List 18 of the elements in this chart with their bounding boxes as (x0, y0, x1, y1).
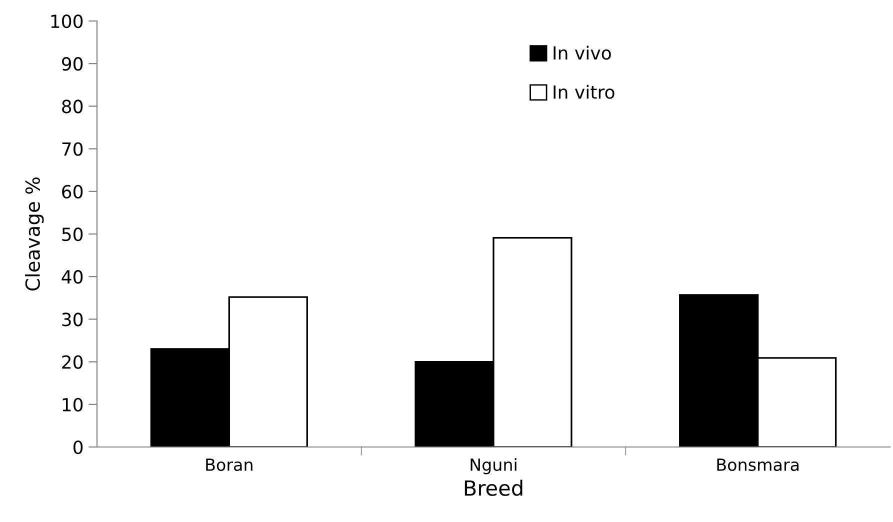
y-tick-label: 0 (74, 440, 83, 454)
y-tick-label: 10 (62, 398, 83, 412)
y-tick-label: 80 (62, 100, 83, 114)
y-tick-label: 60 (62, 184, 83, 199)
y-tick-label: 50 (62, 227, 83, 242)
x-tick-label: Nguni (470, 458, 516, 474)
legend-label: In vitro (554, 84, 614, 99)
x-axis-title: Breed (464, 480, 522, 496)
x-tick-label: Boran (206, 458, 252, 472)
y-tick-label: 40 (62, 270, 83, 284)
y-tick-label: 90 (62, 57, 83, 71)
y-tick-label: 70 (62, 142, 83, 156)
legend-label: In vivo (554, 46, 611, 60)
y-tick-label: 100 (51, 14, 83, 28)
y-tick-label: 30 (62, 312, 83, 326)
y-tick-label: 20 (62, 355, 83, 369)
x-tick-label: Bonsmara (717, 458, 799, 472)
y-axis-title: Cleavage % (24, 177, 44, 291)
